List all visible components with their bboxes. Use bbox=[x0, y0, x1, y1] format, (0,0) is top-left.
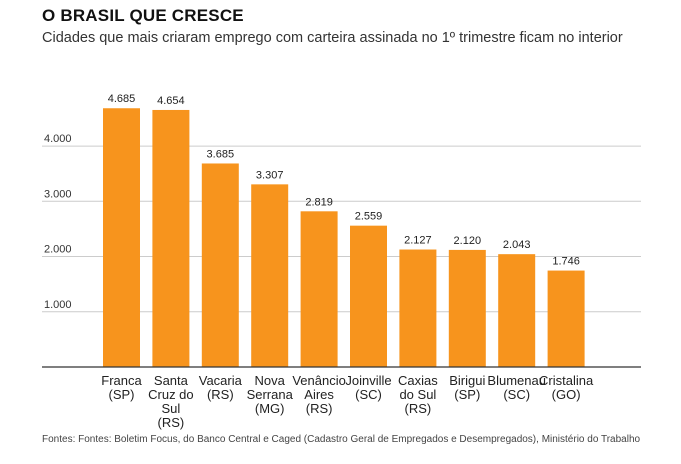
bar bbox=[547, 270, 585, 367]
data-label: 2.819 bbox=[305, 196, 333, 208]
bar bbox=[251, 184, 289, 367]
data-label: 1.746 bbox=[552, 256, 580, 268]
category-label: Santa Cruz do Sul (RS) bbox=[148, 373, 194, 430]
category-label: Cristalina (GO) bbox=[539, 373, 594, 402]
data-label: 2.120 bbox=[454, 235, 482, 247]
category-label: Joinville (SC) bbox=[345, 373, 391, 402]
bar bbox=[300, 211, 338, 367]
category-label: Venâncio Aires (RS) bbox=[292, 373, 346, 416]
category-label: Caxias do Sul (RS) bbox=[398, 373, 438, 416]
category-label: Blumenau (SC) bbox=[487, 373, 546, 402]
category-label: Birigui (SP) bbox=[449, 373, 485, 402]
bar bbox=[448, 249, 486, 367]
category-label: Vacaria (RS) bbox=[199, 373, 243, 402]
category-label: Franca (SP) bbox=[101, 373, 142, 402]
y-tick-label: 1.000 bbox=[44, 299, 72, 311]
y-tick-label: 2.000 bbox=[44, 244, 72, 256]
data-label: 2.559 bbox=[355, 211, 383, 223]
data-label: 2.043 bbox=[503, 239, 531, 251]
bar bbox=[399, 249, 437, 367]
data-label: 2.127 bbox=[404, 235, 432, 247]
chart-title: O BRASIL QUE CRESCE bbox=[42, 6, 244, 25]
data-label: 3.307 bbox=[256, 169, 284, 181]
chart-subtitle: Cidades que mais criaram emprego com car… bbox=[42, 30, 623, 46]
source-note: Fontes: Fontes: Boletim Focus, do Banco … bbox=[42, 434, 641, 445]
bar bbox=[103, 108, 140, 368]
bar bbox=[201, 163, 239, 367]
bar bbox=[152, 109, 190, 367]
data-label: 4.685 bbox=[108, 93, 136, 105]
bar bbox=[498, 254, 536, 367]
y-tick-label: 4.000 bbox=[44, 133, 72, 145]
y-tick-label: 3.000 bbox=[44, 188, 72, 200]
bar bbox=[350, 225, 387, 367]
data-label: 4.654 bbox=[157, 95, 185, 107]
data-label: 3.685 bbox=[207, 148, 235, 160]
category-label: Nova Serrana (MG) bbox=[247, 373, 294, 416]
